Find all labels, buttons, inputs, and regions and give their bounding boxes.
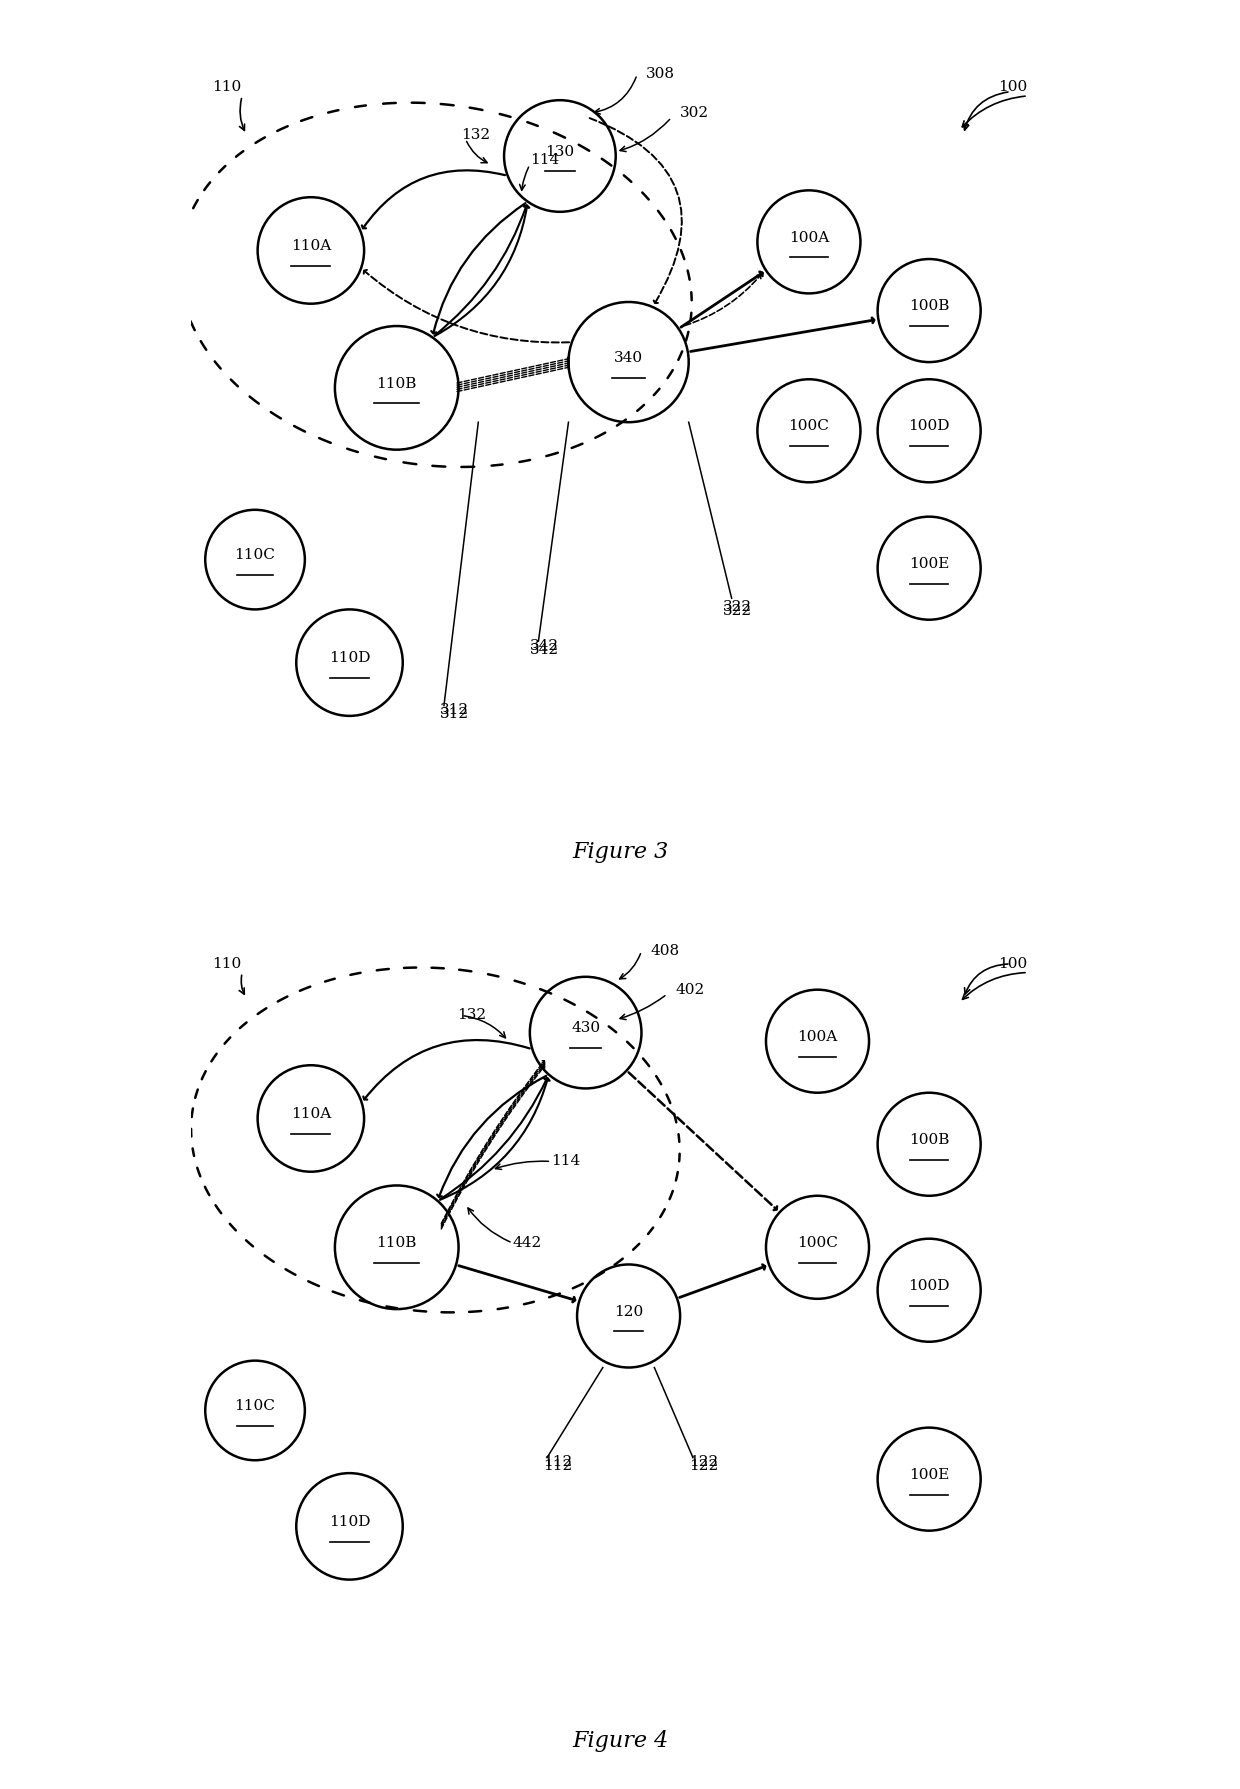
Text: 408: 408 [650, 945, 680, 959]
Text: 430: 430 [572, 1022, 600, 1036]
Text: 110B: 110B [377, 376, 417, 390]
Text: 100E: 100E [909, 556, 950, 571]
Text: 100E: 100E [909, 1467, 950, 1481]
Text: 100D: 100D [909, 419, 950, 433]
Text: 342: 342 [529, 639, 559, 653]
Text: 110D: 110D [329, 651, 371, 666]
Text: 112: 112 [543, 1454, 572, 1469]
Text: 302: 302 [680, 106, 709, 120]
Text: 122: 122 [688, 1454, 718, 1469]
Text: 340: 340 [614, 351, 644, 365]
Text: 110A: 110A [290, 1107, 331, 1122]
Text: 342: 342 [529, 642, 559, 657]
Text: 114: 114 [529, 154, 559, 168]
Text: 100D: 100D [909, 1279, 950, 1293]
Text: 100C: 100C [789, 419, 830, 433]
Text: 110D: 110D [329, 1515, 371, 1530]
Text: 442: 442 [512, 1236, 542, 1251]
Text: 100: 100 [998, 957, 1027, 971]
Text: 100C: 100C [797, 1236, 838, 1251]
Text: 308: 308 [646, 68, 675, 82]
Text: 322: 322 [723, 599, 753, 614]
Text: 122: 122 [688, 1460, 718, 1474]
Text: 100A: 100A [789, 231, 830, 245]
Text: 114: 114 [552, 1154, 580, 1168]
Text: 100B: 100B [909, 1132, 950, 1147]
Text: 312: 312 [440, 707, 469, 721]
Text: 120: 120 [614, 1304, 644, 1318]
Text: 100B: 100B [909, 299, 950, 313]
Text: 110: 110 [212, 957, 242, 971]
Text: 402: 402 [676, 982, 706, 996]
Text: 322: 322 [723, 605, 753, 619]
Text: 110: 110 [212, 81, 242, 95]
Text: 132: 132 [461, 127, 490, 141]
Text: 110B: 110B [377, 1236, 417, 1251]
Text: 132: 132 [456, 1009, 486, 1023]
Text: 110C: 110C [234, 547, 275, 562]
Text: 312: 312 [440, 703, 469, 717]
Text: 110A: 110A [290, 240, 331, 254]
Text: Figure 4: Figure 4 [572, 1730, 668, 1751]
Text: 130: 130 [546, 145, 574, 159]
Text: Figure 3: Figure 3 [572, 841, 668, 862]
Text: 112: 112 [543, 1460, 572, 1474]
Text: 100A: 100A [797, 1030, 838, 1045]
Text: 110C: 110C [234, 1399, 275, 1413]
Text: 100: 100 [998, 81, 1027, 95]
